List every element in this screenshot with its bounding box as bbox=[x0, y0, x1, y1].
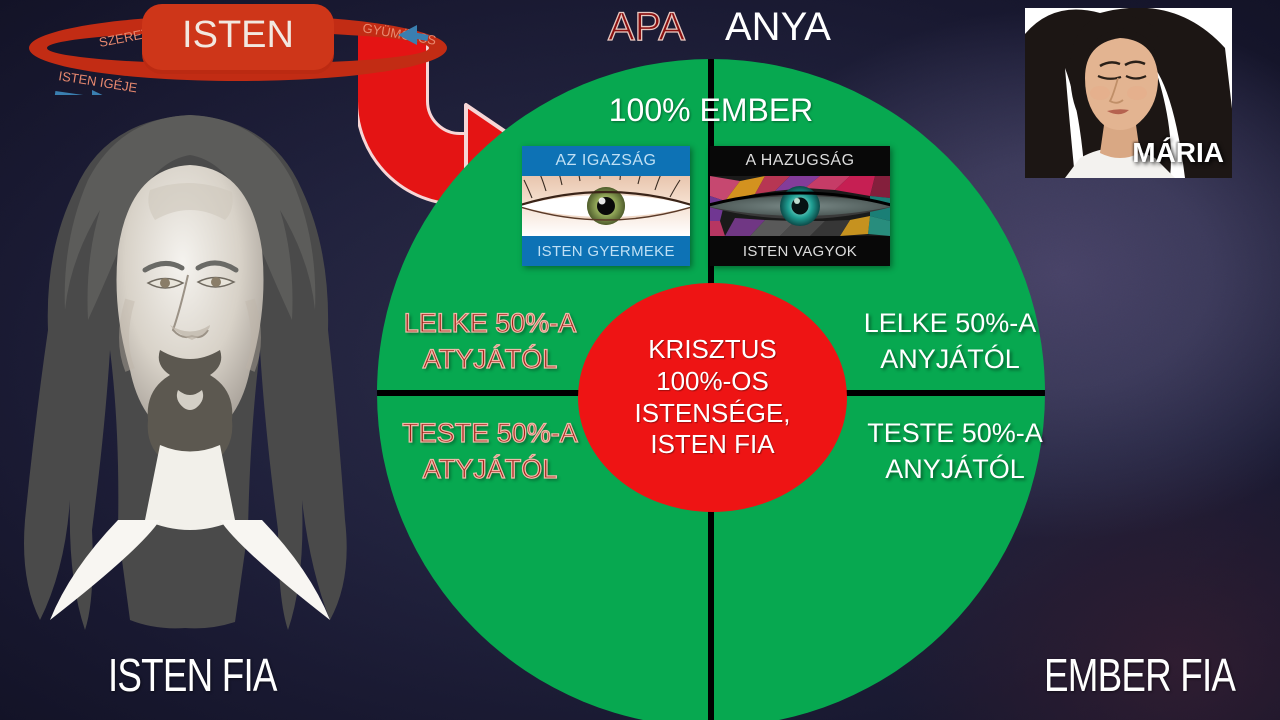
svg-text:ISTEN: ISTEN bbox=[182, 14, 294, 56]
svg-text:GYÜMÖLCS: GYÜMÖLCS bbox=[361, 20, 437, 48]
